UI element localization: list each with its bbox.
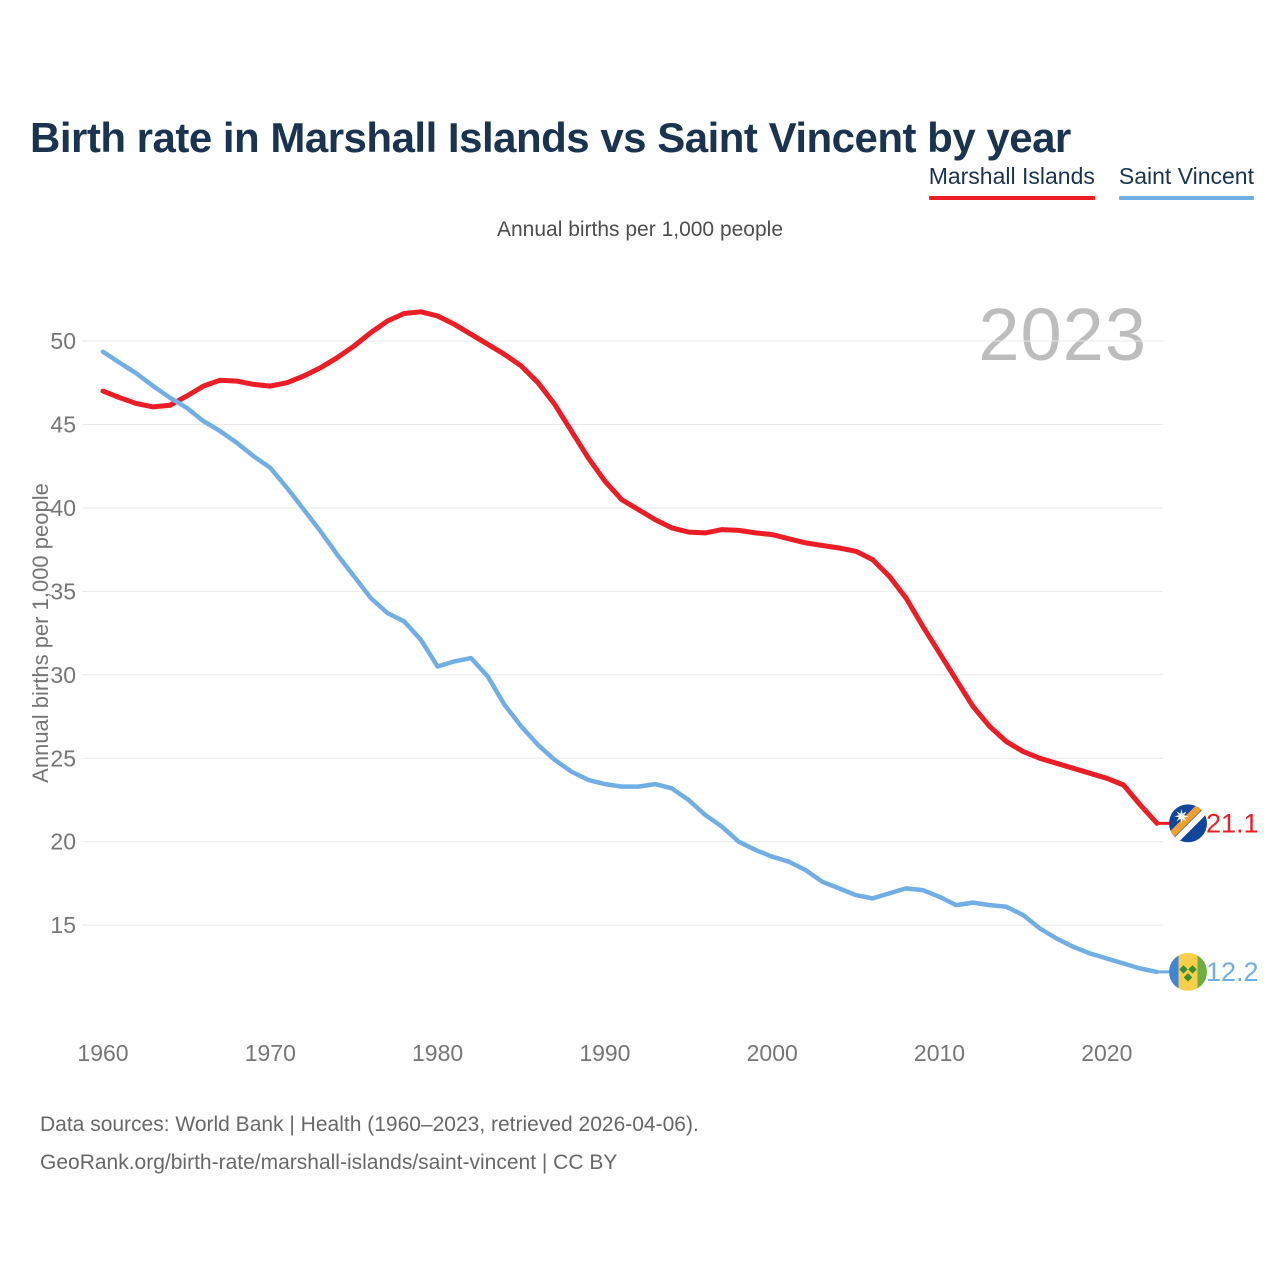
saint-vincent-value-label: 12.2 (1206, 957, 1259, 987)
legend: Marshall Islands Saint Vincent (928, 163, 1254, 200)
y-tick-label: 35 (50, 578, 76, 604)
saint-vincent-flag-icon (1169, 952, 1207, 991)
legend-item-marshall-islands[interactable]: Marshall Islands (928, 163, 1095, 200)
x-tick-label: 1990 (579, 1040, 630, 1066)
chart-subtitle: Annual births per 1,000 people (496, 218, 784, 241)
legend-underline-saint-vincent (1118, 196, 1254, 200)
marshall-islands-flag-icon (1169, 804, 1207, 843)
marshall-islands-value-label: 21.1 (1206, 808, 1259, 838)
flag-white-stripe (1172, 808, 1207, 843)
y-tick-label: 15 (50, 912, 76, 938)
legend-underline-marshall-islands (928, 196, 1095, 200)
x-tick-label: 1980 (412, 1040, 463, 1066)
y-tick-label: 30 (50, 662, 76, 688)
legend-item-saint-vincent[interactable]: Saint Vincent (1118, 163, 1254, 200)
x-tick-label: 1970 (245, 1040, 296, 1066)
flag-diamond (1179, 965, 1188, 974)
saint-vincent-line (100, 349, 1160, 975)
flag-orange-stripe (1169, 804, 1203, 838)
y-tick-label: 20 (50, 829, 76, 855)
flag-diamond (1183, 973, 1193, 982)
legend-label-marshall-islands: Marshall Islands (928, 163, 1095, 189)
flag-yellow-band (1178, 952, 1198, 991)
y-tick-label: 45 (50, 411, 76, 437)
y-axis-title: Annual births per 1,000 people (28, 483, 53, 783)
legend-label-saint-vincent: Saint Vincent (1118, 163, 1254, 189)
flag-blue-band (1169, 952, 1179, 991)
page-title: Birth rate in Marshall Islands vs Saint … (30, 114, 1071, 162)
x-tick-label: 2020 (1081, 1040, 1132, 1066)
marshall-islands-line (100, 309, 1160, 826)
x-tick-label: 1960 (77, 1040, 128, 1066)
x-tick-label: 2000 (747, 1040, 798, 1066)
flag-star (1174, 809, 1189, 824)
y-tick-label: 40 (50, 495, 76, 521)
data-source-line: Data sources: World Bank | Health (1960–… (40, 1113, 699, 1136)
footer: Data sources: World Bank | Health (1960–… (40, 1106, 699, 1182)
flag-diamond (1188, 965, 1197, 974)
year-watermark: 2023 (978, 293, 1147, 376)
y-tick-label: 50 (50, 328, 76, 354)
flag-green-band (1197, 952, 1207, 991)
y-tick-label: 25 (50, 745, 76, 771)
attribution-line: GeoRank.org/birth-rate/marshall-islands/… (40, 1151, 618, 1174)
flag-field (1169, 804, 1207, 843)
x-tick-label: 2010 (914, 1040, 965, 1066)
